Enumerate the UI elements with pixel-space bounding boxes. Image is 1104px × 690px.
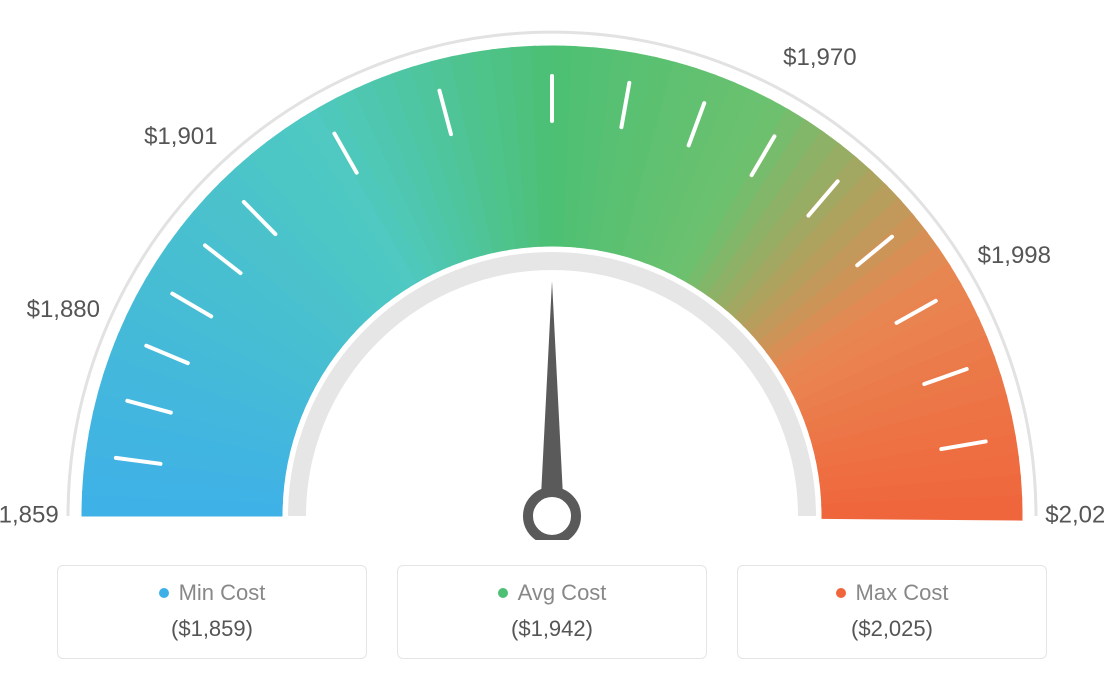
gauge-tick-label: $1,859	[0, 501, 59, 528]
legend-dot-icon	[836, 588, 846, 598]
gauge-tick-label: $2,025	[1045, 501, 1104, 528]
legend-card: Max Cost ($2,025)	[737, 565, 1047, 659]
gauge-tick-label: $1,970	[783, 44, 856, 71]
legend-label: Min Cost	[179, 580, 266, 606]
legend-card: Avg Cost ($1,942)	[397, 565, 707, 659]
gauge-svg: $1,859$1,880$1,901$1,942$1,970$1,998$2,0…	[0, 0, 1104, 540]
legend-value: ($1,942)	[398, 616, 706, 642]
gauge-tick-label: $1,901	[144, 123, 217, 150]
legend-label: Max Cost	[856, 580, 949, 606]
legend-value: ($1,859)	[58, 616, 366, 642]
legend-dot-icon	[159, 588, 169, 598]
gauge-needle	[540, 281, 564, 516]
gauge-chart: $1,859$1,880$1,901$1,942$1,970$1,998$2,0…	[0, 0, 1104, 540]
gauge-tick-label: $1,998	[978, 242, 1051, 269]
legend-card: Min Cost ($1,859)	[57, 565, 367, 659]
legend-label: Avg Cost	[518, 580, 607, 606]
legend-value: ($2,025)	[738, 616, 1046, 642]
legend-dot-icon	[498, 588, 508, 598]
legend-row: Min Cost ($1,859) Avg Cost ($1,942) Max Cost…	[0, 565, 1104, 659]
gauge-tick-label: $1,880	[27, 296, 100, 323]
gauge-needle-hub	[528, 492, 576, 540]
